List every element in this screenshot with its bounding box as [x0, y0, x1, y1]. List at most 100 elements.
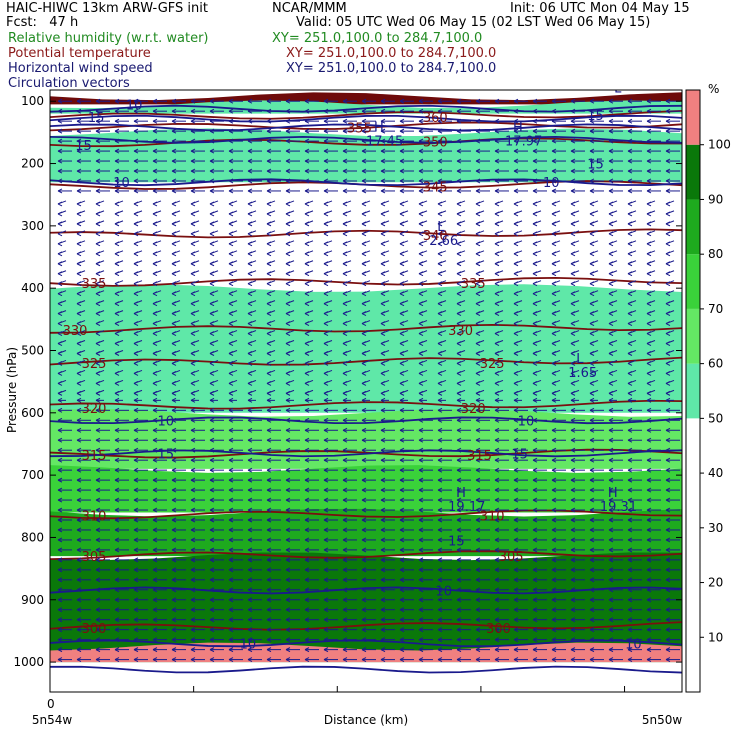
vector-head: [76, 447, 82, 453]
vector-head: [304, 437, 310, 443]
vector-head: [171, 251, 177, 257]
vector-head: [589, 311, 595, 317]
vector-head: [608, 341, 614, 346]
vector-head: [114, 437, 120, 443]
vector-head: [589, 427, 595, 433]
vector-head: [399, 178, 405, 184]
vector-head: [133, 457, 139, 463]
vector-head: [456, 231, 462, 237]
vector-head: [456, 118, 462, 124]
vector-head: [57, 587, 63, 593]
vector-head: [95, 497, 101, 503]
vector-head: [190, 517, 196, 523]
vector-head: [209, 108, 215, 114]
theta-label: 325: [82, 357, 107, 372]
vector-head: [418, 118, 424, 124]
speed-contour: [50, 416, 682, 425]
vector-head: [627, 158, 633, 164]
vector-head: [209, 527, 215, 533]
vector-head: [513, 361, 519, 366]
vector-head: [570, 351, 576, 356]
colorbar-tick-label: 20: [708, 576, 723, 590]
vector-head: [152, 148, 158, 154]
vector-head: [361, 321, 367, 327]
vector-head: [570, 301, 576, 307]
vector-head: [513, 211, 519, 217]
vector-head: [380, 497, 386, 503]
vector-head: [646, 497, 652, 503]
vector-head: [133, 168, 139, 174]
vector-head: [152, 557, 158, 563]
vector-head: [665, 221, 671, 227]
vector-head: [152, 98, 158, 104]
vector-head: [323, 487, 329, 493]
vector-head: [475, 138, 481, 144]
vector-head: [361, 201, 367, 207]
vector-head: [627, 261, 633, 267]
vector-head: [285, 128, 291, 134]
vector-head: [342, 108, 348, 114]
vector-head: [266, 637, 272, 643]
vector-head: [418, 108, 424, 114]
vector-head: [646, 477, 652, 483]
vector-head: [228, 138, 234, 144]
vector-head: [190, 231, 196, 237]
vector-head: [228, 467, 234, 473]
vector-head: [57, 507, 63, 513]
vector-head: [95, 148, 101, 154]
vector-head: [380, 537, 386, 543]
extremum-letter: L: [614, 82, 622, 97]
vector-head: [399, 597, 405, 603]
vector-head: [228, 417, 234, 423]
vector-head: [247, 417, 253, 423]
vector-head: [190, 311, 196, 317]
vector-head: [475, 427, 481, 433]
vector-head: [399, 138, 405, 144]
vector-head: [152, 597, 158, 603]
vector-head: [57, 128, 63, 134]
vector-head: [228, 507, 234, 513]
colorbar-unit: %: [708, 82, 719, 96]
vector-head: [551, 281, 557, 287]
vector-head: [665, 341, 671, 346]
vector-head: [133, 497, 139, 503]
vector-head: [589, 341, 595, 346]
vector-head: [494, 281, 500, 287]
vector-head: [589, 351, 595, 356]
vector-head: [57, 607, 63, 613]
vector-head: [437, 587, 443, 593]
vector-head: [228, 128, 234, 134]
vector-head: [475, 577, 481, 583]
vector-head: [152, 231, 158, 237]
vector-head: [304, 537, 310, 543]
vector-head: [380, 311, 386, 317]
vector-head: [380, 118, 386, 124]
vector-head: [456, 380, 462, 386]
vector-head: [266, 557, 272, 563]
vector-head: [95, 281, 101, 287]
vector-head: [494, 241, 500, 247]
vector-head: [266, 301, 272, 307]
vector-head: [361, 361, 367, 366]
vector-head: [190, 390, 196, 396]
theta-label: 340: [423, 229, 448, 244]
vector-head: [171, 221, 177, 227]
vector-head: [76, 517, 82, 523]
vector-head: [608, 128, 614, 134]
vector-head: [494, 527, 500, 533]
vector-head: [114, 397, 120, 403]
vector-head: [361, 211, 367, 217]
vector-head: [133, 351, 139, 356]
vector-head: [570, 380, 576, 386]
x-end-label-right: 5n50w: [642, 713, 683, 727]
vector-head: [589, 507, 595, 513]
vector-head: [171, 351, 177, 356]
vector-head: [133, 617, 139, 623]
vector-head: [304, 341, 310, 346]
vector-head: [304, 281, 310, 287]
vector-head: [114, 567, 120, 573]
vector-head: [266, 537, 272, 543]
vector-head: [285, 201, 291, 207]
vector-head: [494, 507, 500, 513]
vector-head: [304, 587, 310, 593]
